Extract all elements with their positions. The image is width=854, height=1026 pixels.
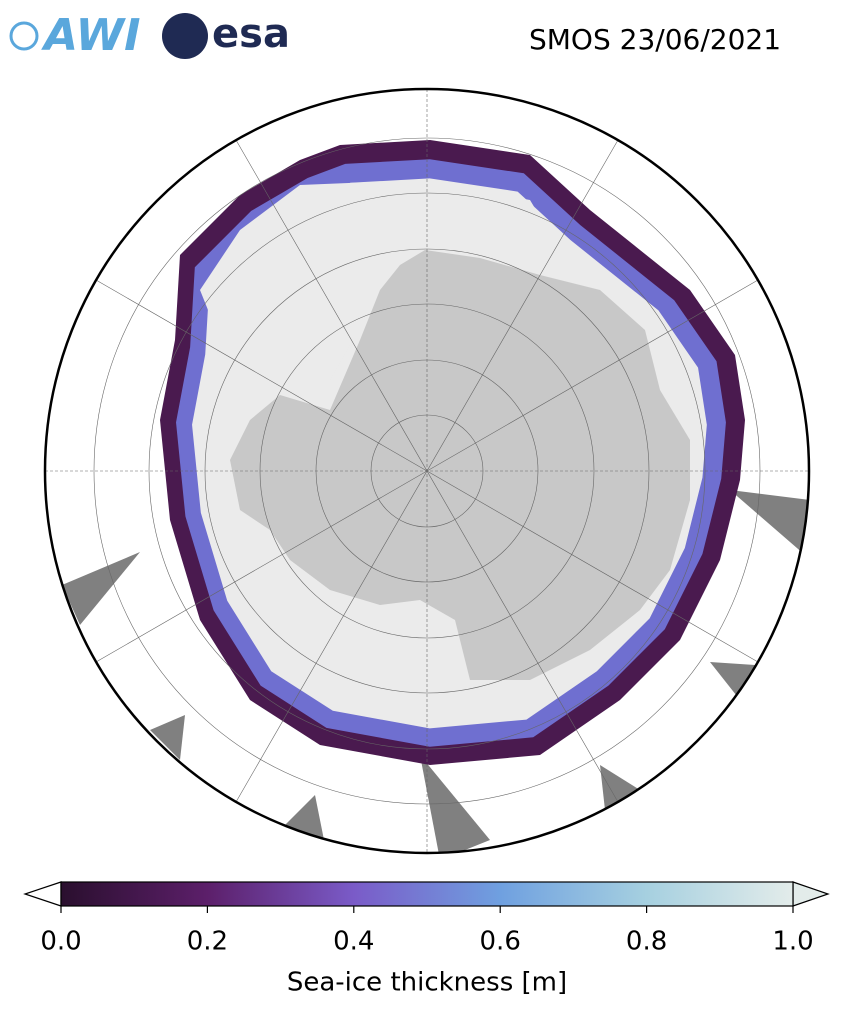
colorbar	[23, 881, 830, 913]
colorbar-tick-label: 0.8	[626, 927, 667, 957]
graticule	[45, 89, 809, 853]
colorbar-tick-label: 0.0	[40, 927, 81, 957]
colorbar-tick-label: 0.4	[333, 927, 374, 957]
colorbar-tick-label: 1.0	[772, 927, 813, 957]
esa-logo: esa	[162, 11, 290, 59]
map	[45, 89, 809, 853]
colorbar-over	[792, 881, 830, 907]
awi-text: AWI	[41, 10, 141, 61]
awi-logo: AWI	[9, 10, 141, 61]
weddell-sea-ice	[200, 180, 560, 380]
colorbar-under	[23, 881, 62, 907]
awi-globe	[9, 21, 39, 51]
colorbar-tick-label: 0.6	[480, 927, 521, 957]
map-frame	[43, 87, 811, 855]
esa-text: esa	[212, 11, 290, 57]
title: SMOS 23/06/2021	[529, 23, 781, 56]
antarctica	[230, 250, 690, 680]
colorbar-label: Sea-ice thickness [m]	[287, 968, 567, 998]
colorbar-ramp	[60, 881, 794, 907]
esa-globe	[162, 13, 208, 59]
colorbar-tick-label: 0.2	[187, 927, 228, 957]
